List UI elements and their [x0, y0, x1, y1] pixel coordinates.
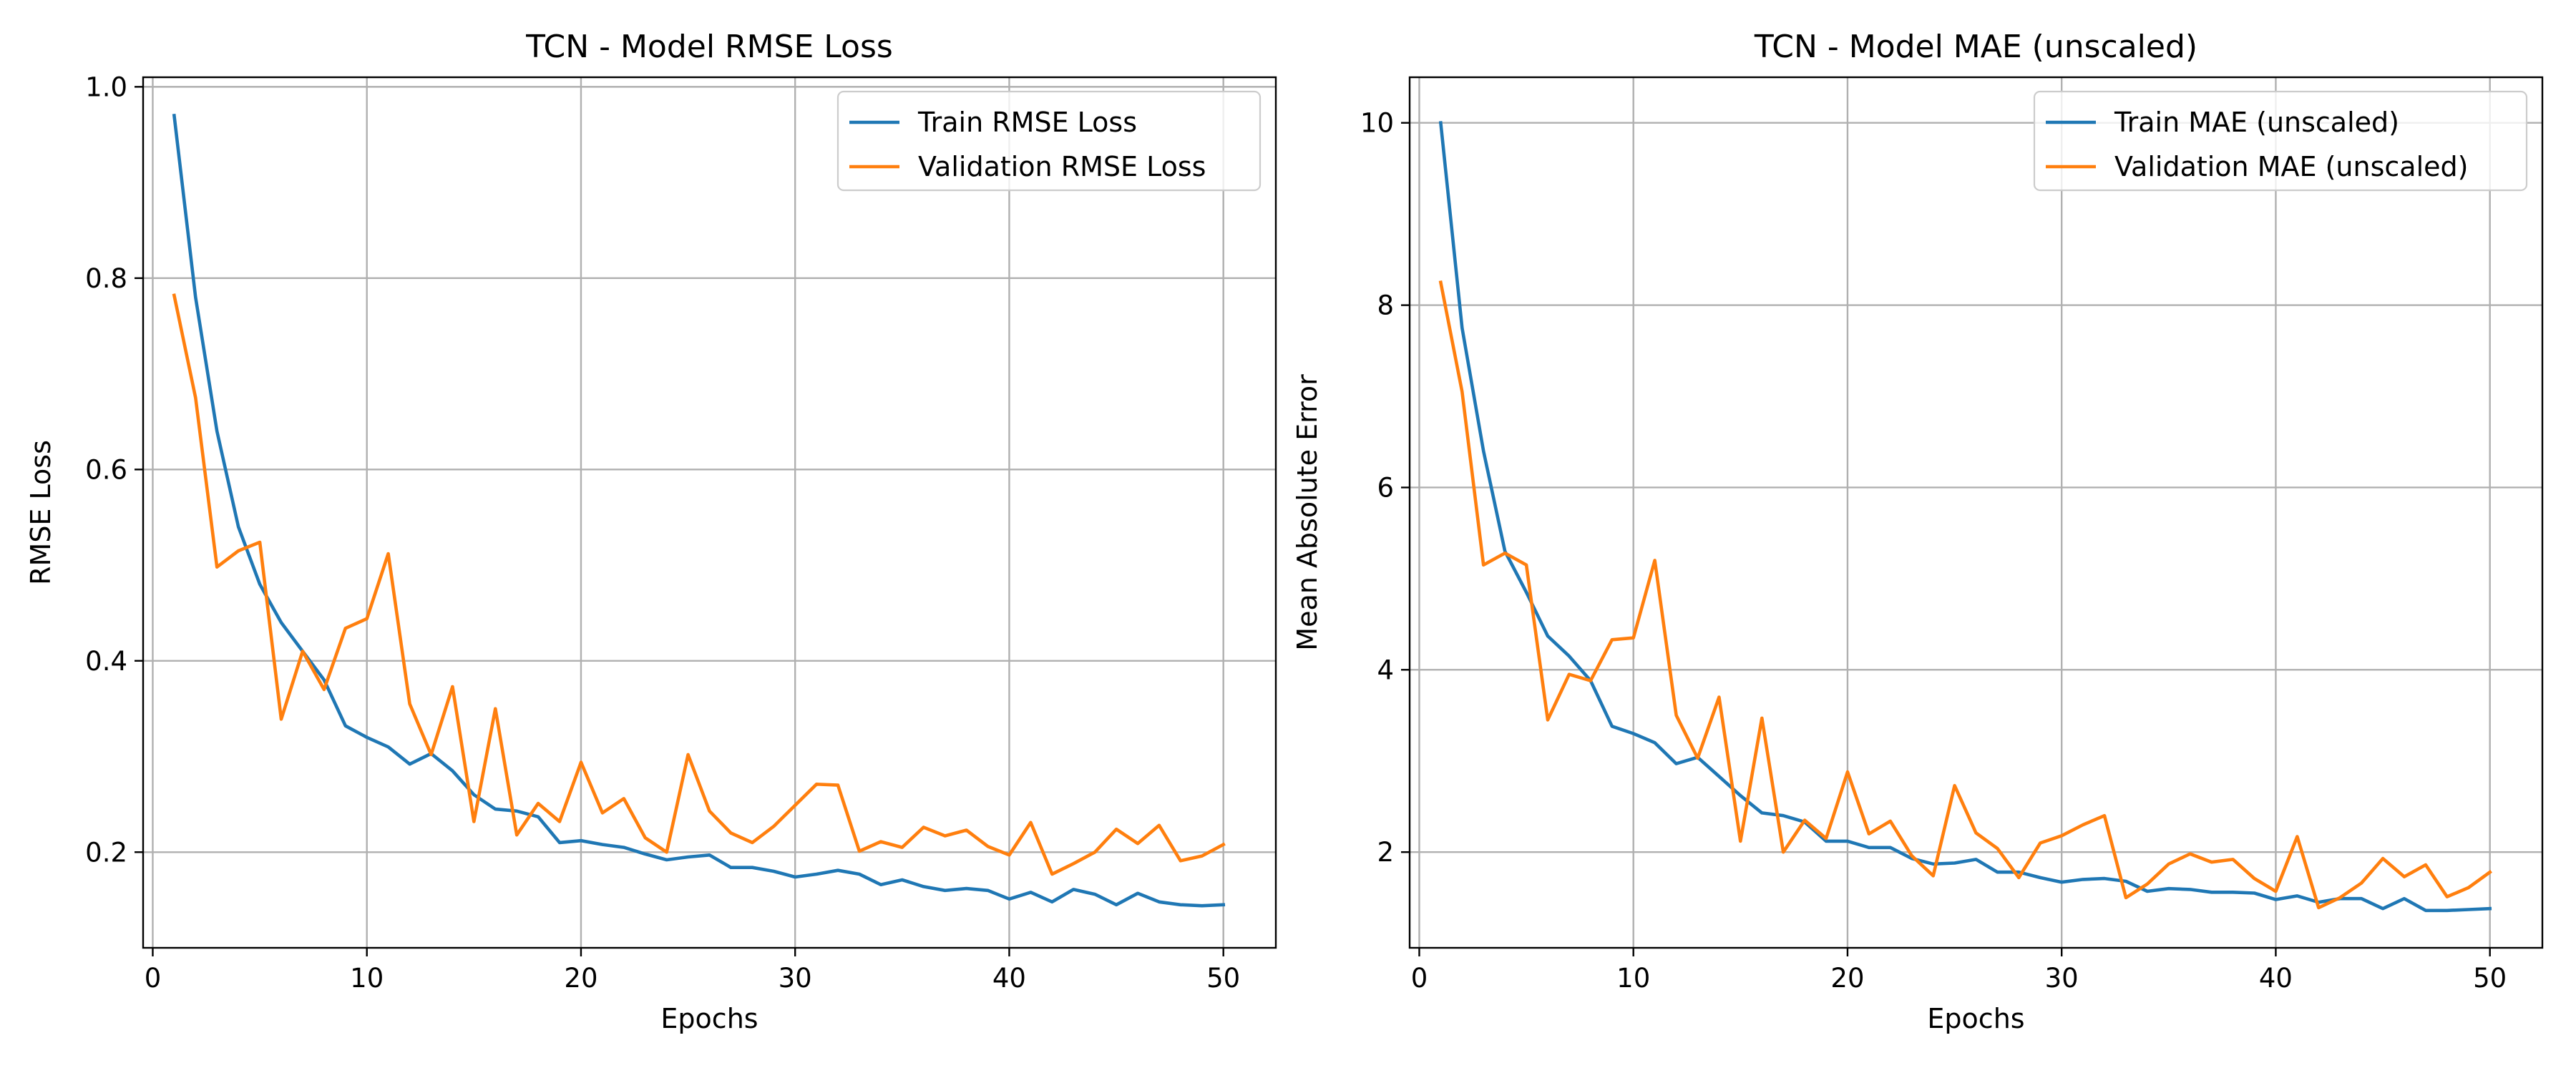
mae-y-tick-label: 8 [1377, 290, 1394, 321]
mae-legend: Train MAE (unscaled) Validation MAE (uns… [2033, 90, 2528, 192]
rmse-y-tick-label: 0.6 [85, 454, 127, 485]
mae-y-axis-label: Mean Absolute Error [1292, 374, 1323, 651]
mae-x-tick-label: 0 [1411, 963, 1428, 994]
mae-y-tick-label: 4 [1377, 655, 1394, 685]
mae-legend-label-train: Train MAE (unscaled) [2114, 107, 2399, 138]
rmse-legend-label-validation: Validation RMSE Loss [918, 151, 1206, 182]
rmse-x-axis-label: Epochs [660, 1003, 758, 1034]
mae-y-tick-label: 6 [1377, 472, 1394, 503]
mae-x-tick-label: 40 [2259, 963, 2293, 994]
rmse-x-tick-label: 30 [779, 963, 812, 994]
mae-x-axis-label: Epochs [1927, 1003, 2024, 1034]
rmse-axes-frame [142, 76, 1277, 949]
rmse-x-tick-label: 0 [145, 963, 162, 994]
rmse-train-line [172, 113, 1226, 908]
mae-chart: 0 10 20 30 40 50 2 4 6 8 10 TCN - Model MAE (unsca… [1292, 29, 2544, 1034]
mae-y-tick-label: 2 [1377, 837, 1394, 868]
rmse-y-tick-label: 1.0 [85, 72, 127, 102]
rmse-validation-line [172, 293, 1226, 876]
rmse-legend-label-train: Train RMSE Loss [917, 107, 1137, 138]
rmse-legend-frame [836, 90, 1262, 192]
rmse-x-tick-label: 40 [992, 963, 1026, 994]
mae-y-tick-label: 10 [1360, 108, 1394, 139]
mae-legend-label-validation: Validation MAE (unscaled) [2114, 151, 2468, 182]
mae-x-tick-label: 20 [1830, 963, 1864, 994]
mae-x-tick-label: 30 [2045, 963, 2079, 994]
rmse-grid [143, 77, 1276, 948]
rmse-series-lines [172, 113, 1226, 908]
rmse-loss-chart: 0 10 20 30 40 50 0.2 0.4 0.6 0.8 1.0 TCN - Model R… [25, 29, 1277, 1034]
rmse-y-tick-label: 0.8 [85, 263, 127, 294]
rmse-chart-title: TCN - Model RMSE Loss [525, 29, 893, 65]
mae-x-tick-label: 50 [2473, 963, 2507, 994]
rmse-ticks: 0 10 20 30 40 50 0.2 0.4 0.6 0.8 1.0 [85, 72, 1240, 994]
mae-axes-frame [1408, 76, 2544, 949]
rmse-y-tick-label: 0.4 [85, 646, 127, 677]
rmse-x-tick-label: 20 [564, 963, 597, 994]
mae-ticks: 0 10 20 30 40 50 2 4 6 8 10 [1360, 108, 2507, 994]
rmse-x-tick-label: 10 [350, 963, 384, 994]
mae-grid [1410, 77, 2542, 948]
mae-legend-frame [2033, 90, 2528, 192]
mae-chart-title: TCN - Model MAE (unscaled) [1754, 29, 2197, 65]
mae-x-tick-label: 10 [1616, 963, 1650, 994]
rmse-legend: Train RMSE Loss Validation RMSE Loss [836, 90, 1262, 192]
rmse-x-tick-label: 50 [1206, 963, 1240, 994]
mae-validation-line [1438, 280, 2492, 910]
mae-series-lines [1438, 121, 2492, 913]
rmse-y-axis-label: RMSE Loss [25, 440, 57, 585]
rmse-y-tick-label: 0.2 [85, 837, 127, 868]
